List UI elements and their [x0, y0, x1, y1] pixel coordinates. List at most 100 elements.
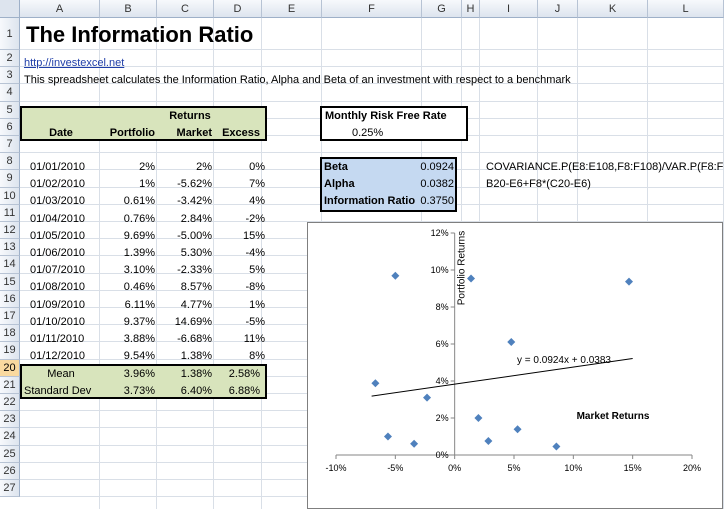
row-header-4[interactable]: 4 [0, 84, 20, 102]
date-cell[interactable]: 01/01/2010 [30, 161, 86, 173]
excess-cell[interactable]: -2% [245, 212, 265, 225]
row-header-24[interactable]: 24 [0, 428, 20, 446]
excess-cell[interactable]: 8% [249, 350, 265, 363]
column-header-h[interactable]: H [462, 0, 480, 18]
date-cell[interactable]: 01/07/2010 [30, 264, 86, 277]
column-header-f[interactable]: F [322, 0, 422, 18]
row-header-20[interactable]: 20 [0, 359, 20, 377]
row-header-2[interactable]: 2 [0, 50, 20, 68]
excess-cell[interactable]: 7% [249, 178, 265, 191]
row-header-8[interactable]: 8 [0, 153, 20, 171]
portfolio-cell[interactable]: 1% [139, 178, 155, 191]
date-cell[interactable]: 01/10/2010 [30, 315, 86, 328]
row-header-17[interactable]: 17 [0, 308, 20, 326]
market-cell[interactable]: -3.42% [177, 195, 212, 208]
portfolio-cell[interactable]: 9.37% [123, 315, 155, 328]
excess-cell[interactable]: 0% [249, 161, 265, 173]
market-cell[interactable]: 1.38% [180, 350, 212, 363]
portfolio-cell[interactable]: 2% [139, 161, 155, 173]
row-header-14[interactable]: 14 [0, 256, 20, 274]
excess-cell[interactable]: -8% [245, 281, 265, 294]
date-cell[interactable]: 01/04/2010 [30, 212, 86, 225]
market-cell[interactable]: 8.57% [180, 281, 212, 294]
mean-portfolio[interactable]: 3.96% [123, 368, 155, 380]
excess-cell[interactable]: 15% [242, 229, 265, 242]
row-header-7[interactable]: 7 [0, 136, 20, 154]
date-cell[interactable]: 01/03/2010 [30, 195, 86, 208]
row-header-9[interactable]: 9 [0, 170, 20, 188]
portfolio-cell[interactable]: 1.39% [123, 247, 155, 259]
row-header-16[interactable]: 16 [0, 290, 20, 308]
row-header-6[interactable]: 6 [0, 118, 20, 136]
portfolio-cell[interactable]: 9.54% [123, 350, 155, 363]
date-cell[interactable]: 01/05/2010 [30, 229, 86, 242]
excess-cell[interactable]: 11% [243, 333, 265, 345]
column-header-g[interactable]: G [422, 0, 462, 18]
row-header-27[interactable]: 27 [0, 480, 20, 498]
column-header-j[interactable]: J [538, 0, 578, 18]
investexcel-link[interactable]: http://investexcel.net [24, 57, 125, 69]
stdev-excess[interactable]: 6.88% [228, 385, 260, 397]
row-header-25[interactable]: 25 [0, 445, 20, 463]
date-cell[interactable]: 01/11/2010 [30, 333, 85, 345]
excess-cell[interactable]: 1% [249, 298, 265, 311]
stat-value[interactable]: 0.3750 [420, 195, 454, 208]
column-header-c[interactable]: C [157, 0, 214, 18]
market-cell[interactable]: 5.30% [180, 247, 212, 259]
excess-cell[interactable]: -5% [245, 315, 265, 328]
excess-cell[interactable]: 4% [249, 195, 265, 208]
portfolio-cell[interactable]: 0.46% [123, 281, 155, 294]
row-header-26[interactable]: 26 [0, 462, 20, 480]
market-cell[interactable]: -2.33% [177, 264, 212, 277]
select-all-corner[interactable] [0, 0, 20, 18]
stdev-portfolio[interactable]: 3.73% [123, 385, 155, 397]
column-header-i[interactable]: I [480, 0, 538, 18]
market-cell[interactable]: 14.69% [174, 315, 212, 328]
stdev-market[interactable]: 6.40% [180, 385, 212, 397]
market-cell[interactable]: -6.68% [177, 333, 212, 345]
row-header-1[interactable]: 1 [0, 18, 20, 50]
column-header-a[interactable]: A [20, 0, 100, 18]
row-header-19[interactable]: 19 [0, 342, 20, 360]
date-cell[interactable]: 01/08/2010 [30, 281, 86, 294]
market-cell[interactable]: -5.62% [177, 178, 212, 191]
portfolio-cell[interactable]: 3.88% [123, 333, 155, 345]
row-header-18[interactable]: 18 [0, 325, 20, 343]
market-cell[interactable]: -5.00% [177, 229, 212, 242]
market-cell[interactable]: 4.77% [180, 298, 212, 311]
column-header-k[interactable]: K [578, 0, 648, 18]
portfolio-cell[interactable]: 6.11% [124, 298, 155, 311]
excess-cell[interactable]: 5% [249, 264, 265, 277]
column-header-e[interactable]: E [262, 0, 322, 18]
market-cell[interactable]: 2.84% [180, 212, 212, 225]
row-header-15[interactable]: 15 [0, 273, 20, 291]
row-header-3[interactable]: 3 [0, 67, 20, 85]
row-header-11[interactable]: 11 [0, 204, 20, 222]
column-header-d[interactable]: D [214, 0, 262, 18]
market-cell[interactable]: 2% [196, 161, 212, 173]
row-header-5[interactable]: 5 [0, 101, 20, 119]
portfolio-cell[interactable]: 0.76% [123, 212, 155, 225]
date-cell[interactable]: 01/09/2010 [30, 298, 86, 311]
row-header-10[interactable]: 10 [0, 187, 20, 205]
date-cell[interactable]: 01/12/2010 [30, 350, 86, 363]
column-header-b[interactable]: B [100, 0, 157, 18]
portfolio-cell[interactable]: 3.10% [123, 264, 155, 277]
date-cell[interactable]: 01/02/2010 [30, 178, 86, 191]
excess-cell[interactable]: -4% [245, 247, 265, 259]
row-header-21[interactable]: 21 [0, 376, 20, 394]
mean-excess[interactable]: 2.58% [228, 368, 260, 380]
risk-free-value[interactable]: 0.25% [352, 127, 384, 139]
mean-market[interactable]: 1.38% [180, 368, 212, 380]
portfolio-cell[interactable]: 9.69% [123, 229, 155, 242]
row-header-12[interactable]: 12 [0, 222, 20, 240]
column-header-l[interactable]: L [648, 0, 724, 18]
row-header-23[interactable]: 23 [0, 411, 20, 429]
row-header-22[interactable]: 22 [0, 394, 20, 412]
row-header-13[interactable]: 13 [0, 239, 20, 257]
scatter-chart[interactable]: -10% -5% 0% 5% 10% 15% 20% 0% 2% 4% 6% 8% 10% 12% Port… [307, 222, 723, 509]
stat-value[interactable]: 0.0924 [420, 161, 454, 173]
date-cell[interactable]: 01/06/2010 [30, 247, 86, 259]
stat-value[interactable]: 0.0382 [420, 178, 454, 191]
portfolio-cell[interactable]: 0.61% [123, 195, 155, 208]
